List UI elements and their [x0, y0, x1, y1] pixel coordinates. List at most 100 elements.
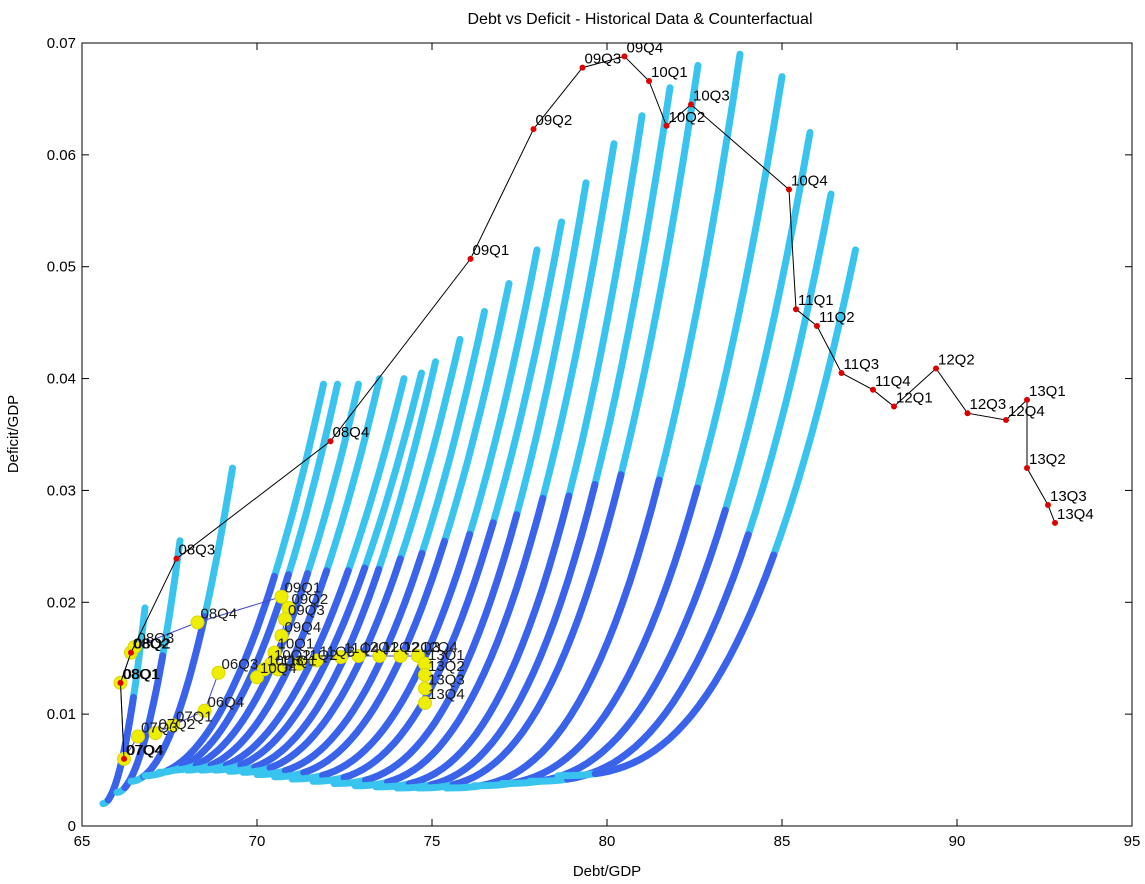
- counterfactual-point: [190, 615, 205, 630]
- y-axis-label: Deficit/GDP: [5, 395, 22, 473]
- historical-point-label: 08Q4: [333, 424, 370, 441]
- historical-point-label: 09Q3: [585, 51, 622, 68]
- counterfactual-point: [278, 612, 292, 627]
- y-tick-label: 0.05: [47, 259, 76, 276]
- counterfactual-point: [271, 662, 285, 677]
- historical-point: [646, 78, 652, 85]
- counterfactual-point: [418, 695, 432, 710]
- fan-curve-dark: [537, 506, 729, 785]
- x-tick-label: 80: [599, 833, 616, 850]
- counterfactual-point-label: 12Q3: [404, 639, 441, 656]
- fan-curve-dark: [383, 494, 547, 786]
- counterfactual-point-label: 08Q2: [134, 636, 171, 653]
- counterfactual-point-label: 12Q1: [362, 639, 399, 656]
- fan-curve-dark: [281, 550, 426, 775]
- fan-curve-dark: [177, 571, 292, 771]
- fan-curve-dark: [192, 570, 311, 769]
- chart-title: Debt vs Deficit - Historical Data & Coun…: [467, 11, 812, 28]
- historical-point: [1003, 416, 1009, 423]
- fan-curve-dark: [207, 567, 331, 769]
- historical-point: [530, 126, 537, 133]
- historical-point-label: 07Q4: [126, 742, 163, 759]
- x-tick-label: 75: [424, 833, 441, 850]
- counterfactual-point: [211, 665, 226, 680]
- historical-point-label: 13Q3: [1050, 488, 1087, 505]
- counterfactual-point-label: 10Q2: [274, 647, 311, 664]
- counterfactual-point-label: 09Q2: [292, 591, 329, 608]
- fan-curve-dark: [479, 476, 663, 789]
- counterfactual-point: [309, 653, 324, 668]
- y-tick-label: 0.06: [47, 147, 76, 164]
- counterfactual-point: [334, 650, 348, 665]
- historical-point: [1045, 501, 1051, 508]
- fan-curve-dark: [237, 564, 369, 769]
- historical-point: [964, 410, 971, 417]
- fan-curve-dark: [251, 565, 383, 771]
- counterfactual-point: [148, 726, 163, 741]
- counterfactual-point-label: 09Q3: [288, 602, 325, 619]
- counterfactual-point-label: 07Q4: [127, 742, 164, 759]
- fan-curve-dark: [405, 492, 573, 788]
- counterfactual-point: [274, 589, 289, 604]
- counterfactual-point-label: 13Q3: [428, 671, 465, 688]
- counterfactual-point-label: 11Q2: [302, 647, 338, 664]
- counterfactual-point-label: 08Q4: [201, 605, 238, 622]
- fan-curve-dark: [509, 484, 701, 787]
- historical-point-label: 12Q2: [938, 352, 975, 369]
- fan-curve-dark: [319, 531, 474, 779]
- historical-point: [793, 306, 799, 313]
- counterfactual-point-label: 11Q4: [344, 640, 380, 657]
- fan-curve-dark: [340, 519, 497, 781]
- counterfactual-point-label: 06Q4: [208, 694, 245, 711]
- historical-point-label: 13Q1: [1029, 383, 1066, 400]
- historical-point: [814, 322, 820, 329]
- fan-curve-dark: [362, 511, 521, 784]
- historical-point-label: 08Q1: [123, 666, 160, 683]
- historical-point-label: 09Q2: [536, 112, 573, 129]
- historical-point: [688, 101, 694, 108]
- counterfactual-point-label: 13Q1: [428, 647, 465, 664]
- x-tick-label: 95: [1124, 833, 1141, 850]
- historical-point-label: 11Q3: [844, 356, 880, 373]
- y-tick-label: 0.02: [47, 594, 76, 611]
- counterfactual-point: [131, 729, 145, 744]
- x-tick-label: 90: [949, 833, 966, 850]
- axes: 65 70 75 80 85 90 95 0 0.01 0.02 0.03 0.04 0.05 0.06 0…: [47, 35, 1141, 850]
- historical-point: [121, 755, 127, 762]
- counterfactual-point-label: 10Q4: [260, 660, 297, 677]
- historical-point: [327, 438, 334, 445]
- historical-point: [891, 403, 897, 410]
- counterfactual-point-label: 09Q1: [285, 580, 322, 597]
- historical-point: [786, 186, 792, 193]
- counterfactual-point-label: 10Q1: [278, 636, 315, 653]
- fan-curve-dark: [266, 555, 404, 772]
- counterfactual-point-label: 07Q2: [159, 716, 196, 733]
- historical-point: [933, 365, 939, 372]
- historical-point-label: 10Q1: [651, 64, 688, 81]
- historical-point-label: 11Q1: [798, 292, 834, 309]
- fan-curve-dark: [163, 572, 278, 775]
- counterfactual-point-label: 08Q3: [138, 630, 175, 647]
- counterfactual-point: [351, 648, 366, 663]
- y-tick-label: 0.07: [47, 35, 76, 52]
- counterfactual-point-label: 13Q2: [428, 658, 465, 675]
- counterfactual-point: [197, 703, 212, 718]
- fan-curve-dark: [449, 471, 625, 789]
- historical-point-label: 12Q1: [896, 390, 933, 407]
- y-tick-label: 0.03: [47, 482, 76, 499]
- x-tick-label: 85: [774, 833, 791, 850]
- counterfactual-point-label: 10Q3: [267, 652, 304, 669]
- historical-point: [579, 64, 586, 71]
- fan-curve-dark: [222, 567, 352, 769]
- x-tick-label: 70: [249, 833, 266, 850]
- historical-point: [1052, 519, 1058, 526]
- historical-point-label: 12Q4: [1008, 403, 1045, 420]
- y-tick-label: 0.04: [47, 371, 76, 388]
- counterfactual-point-label: 13Q4: [428, 686, 465, 703]
- historical-point-label: 09Q1: [473, 242, 510, 259]
- fan-curve-dark: [300, 537, 448, 777]
- counterfactual-point-label: 06Q3: [222, 656, 259, 673]
- x-tick-label: 65: [74, 833, 91, 850]
